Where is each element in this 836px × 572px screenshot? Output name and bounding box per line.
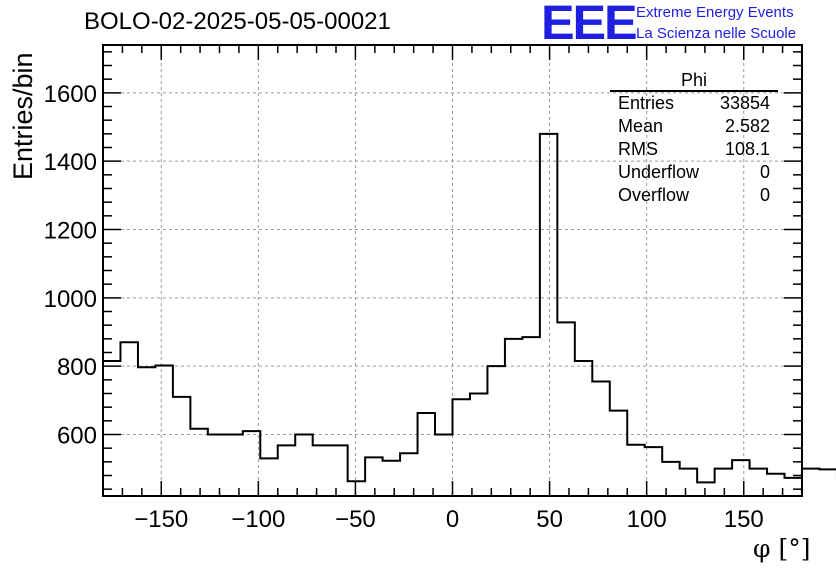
stats-row: Underflow 0 <box>610 161 778 184</box>
stats-row: Mean 2.582 <box>610 115 778 138</box>
y-axis-label: Entries/bin <box>8 52 38 180</box>
logo-line-1: Extreme Energy Events <box>636 4 794 21</box>
logo-line-2: La Scienza nelle Scuole <box>636 25 797 42</box>
stats-label: Overflow <box>618 185 690 205</box>
stats-label: Entries <box>618 93 675 113</box>
x-tick-label: −100 <box>231 506 285 533</box>
y-tick-label: 600 <box>57 423 97 450</box>
y-tick-label: 1200 <box>44 218 97 245</box>
stats-value: 2.582 <box>724 116 770 136</box>
x-tick-label: 50 <box>536 506 563 533</box>
stats-row: RMS 108.1 <box>610 138 778 161</box>
y-tick-label: 1000 <box>44 286 97 313</box>
x-tick-label: −150 <box>134 506 188 533</box>
x-axis-label: φ [°] <box>753 534 811 563</box>
stats-row: Overflow 0 <box>610 184 778 207</box>
x-tick-label: 0 <box>446 506 459 533</box>
y-tick-label: 1400 <box>44 149 97 176</box>
stats-value: 108.1 <box>724 139 770 159</box>
stats-label: Mean <box>618 116 664 136</box>
tick-labels: −150 −100 −50 0 50 100 150 600 800 1000 1200 1400 16… <box>44 81 764 533</box>
eee-logo: EEE <box>541 0 638 50</box>
stats-value: 33854 <box>719 93 770 113</box>
stats-box: Phi Entries 33854 Mean 2.582 RMS 108.1 Unde… <box>610 70 778 207</box>
stats-value: 0 <box>759 162 770 182</box>
x-tick-label: −50 <box>335 506 376 533</box>
stats-value: 0 <box>759 185 770 205</box>
axis-ticks <box>102 45 803 496</box>
stats-label: RMS <box>618 139 658 159</box>
stats-label: Underflow <box>618 162 700 182</box>
stats-title: Phi <box>610 70 778 92</box>
y-tick-label: 1600 <box>44 81 97 108</box>
chart-title: BOLO-02-2025-05-05-00021 <box>84 8 391 35</box>
grid-lines <box>103 45 802 496</box>
y-tick-label: 800 <box>57 354 97 381</box>
x-tick-label: 150 <box>724 506 764 533</box>
stats-row: Entries 33854 <box>610 92 778 115</box>
x-tick-label: 100 <box>627 506 667 533</box>
histogram-line <box>103 132 836 484</box>
